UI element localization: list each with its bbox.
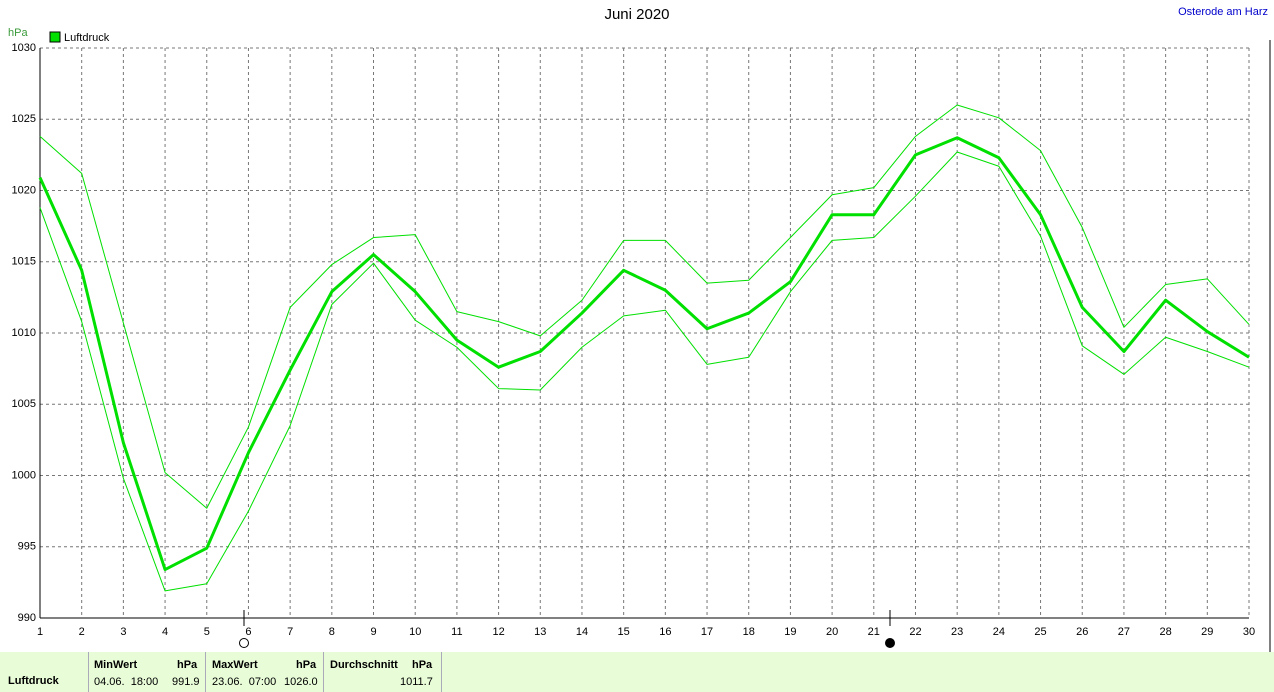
x-tick-label: 11 bbox=[451, 626, 462, 638]
summary-label: Luftdruck bbox=[8, 675, 59, 687]
legend-swatch bbox=[49, 31, 61, 43]
x-tick-label: 8 bbox=[329, 626, 335, 638]
max-header: MaxWert bbox=[212, 659, 258, 671]
x-tick-label: 2 bbox=[79, 626, 85, 638]
x-tick-label: 22 bbox=[909, 626, 921, 638]
y-tick-label: 1010 bbox=[12, 327, 36, 339]
x-tick-label: 17 bbox=[701, 626, 713, 638]
max-value: 1026.0 bbox=[284, 676, 318, 688]
y-tick-label: 1005 bbox=[12, 398, 36, 410]
chart-subtitle: Osterode am Harz bbox=[1178, 6, 1268, 18]
x-tick-label: 6 bbox=[245, 626, 251, 638]
min-header: MinWert bbox=[94, 659, 138, 671]
y-tick-label: 1030 bbox=[12, 42, 36, 54]
x-tick-label: 16 bbox=[659, 626, 671, 638]
max-unit: hPa bbox=[296, 659, 317, 671]
x-tick-label: 28 bbox=[1159, 626, 1171, 638]
x-tick-label: 13 bbox=[534, 626, 546, 638]
data-line bbox=[39, 104, 1250, 509]
x-tick-label: 30 bbox=[1243, 626, 1255, 638]
x-tick-label: 15 bbox=[618, 626, 630, 638]
chart: Juni 2020 Osterode am Harz hPa Luftdruck… bbox=[8, 6, 1271, 652]
y-tick-label: 1000 bbox=[12, 469, 36, 481]
x-tick-label: 14 bbox=[576, 626, 588, 638]
x-tick-label: 26 bbox=[1076, 626, 1088, 638]
y-tick-label: 990 bbox=[18, 612, 36, 624]
moon-full-icon bbox=[239, 638, 249, 648]
data-line bbox=[38, 136, 1250, 572]
x-tick-label: 20 bbox=[826, 626, 838, 638]
min-unit: hPa bbox=[177, 659, 198, 671]
avg-value: 1011.7 bbox=[400, 676, 433, 688]
x-tick-label: 27 bbox=[1118, 626, 1130, 638]
x-tick-label: 18 bbox=[743, 626, 755, 638]
y-tick-label: 1015 bbox=[12, 256, 36, 268]
x-tick-label: 12 bbox=[492, 626, 504, 638]
x-tick-label: 1 bbox=[37, 626, 43, 638]
y-tick-label: 1025 bbox=[12, 113, 36, 125]
x-tick-label: 10 bbox=[409, 626, 421, 638]
x-tick-label: 7 bbox=[287, 626, 293, 638]
legend-label: Luftdruck bbox=[64, 32, 110, 44]
x-tick-label: 24 bbox=[993, 626, 1005, 638]
min-time: 04.06. 18:00 bbox=[94, 676, 159, 688]
min-value: 991.9 bbox=[172, 676, 200, 688]
x-tick-label: 9 bbox=[370, 626, 376, 638]
moon-new-icon bbox=[885, 638, 895, 648]
max-time: 23.06. 07:00 bbox=[212, 676, 277, 688]
y-tick-label: 995 bbox=[18, 541, 36, 553]
x-tick-label: 19 bbox=[784, 626, 796, 638]
x-tick-label: 5 bbox=[204, 626, 210, 638]
y-tick-label: 1020 bbox=[12, 184, 36, 196]
x-tick-label: 25 bbox=[1034, 626, 1046, 638]
x-tick-label: 23 bbox=[951, 626, 963, 638]
data-line bbox=[39, 151, 1250, 592]
y-axis-label: hPa bbox=[8, 27, 28, 39]
avg-header: Durchschnitt bbox=[330, 659, 398, 671]
chart-title: Juni 2020 bbox=[604, 6, 669, 23]
x-tick-label: 4 bbox=[162, 626, 168, 638]
avg-unit: hPa bbox=[412, 659, 433, 671]
summary-panel: Luftdruck MinWert hPa 04.06. 18:00 991.9… bbox=[0, 652, 1274, 692]
x-tick-label: 3 bbox=[120, 626, 126, 638]
x-tick-label: 29 bbox=[1201, 626, 1213, 638]
x-tick-label: 21 bbox=[868, 626, 880, 638]
